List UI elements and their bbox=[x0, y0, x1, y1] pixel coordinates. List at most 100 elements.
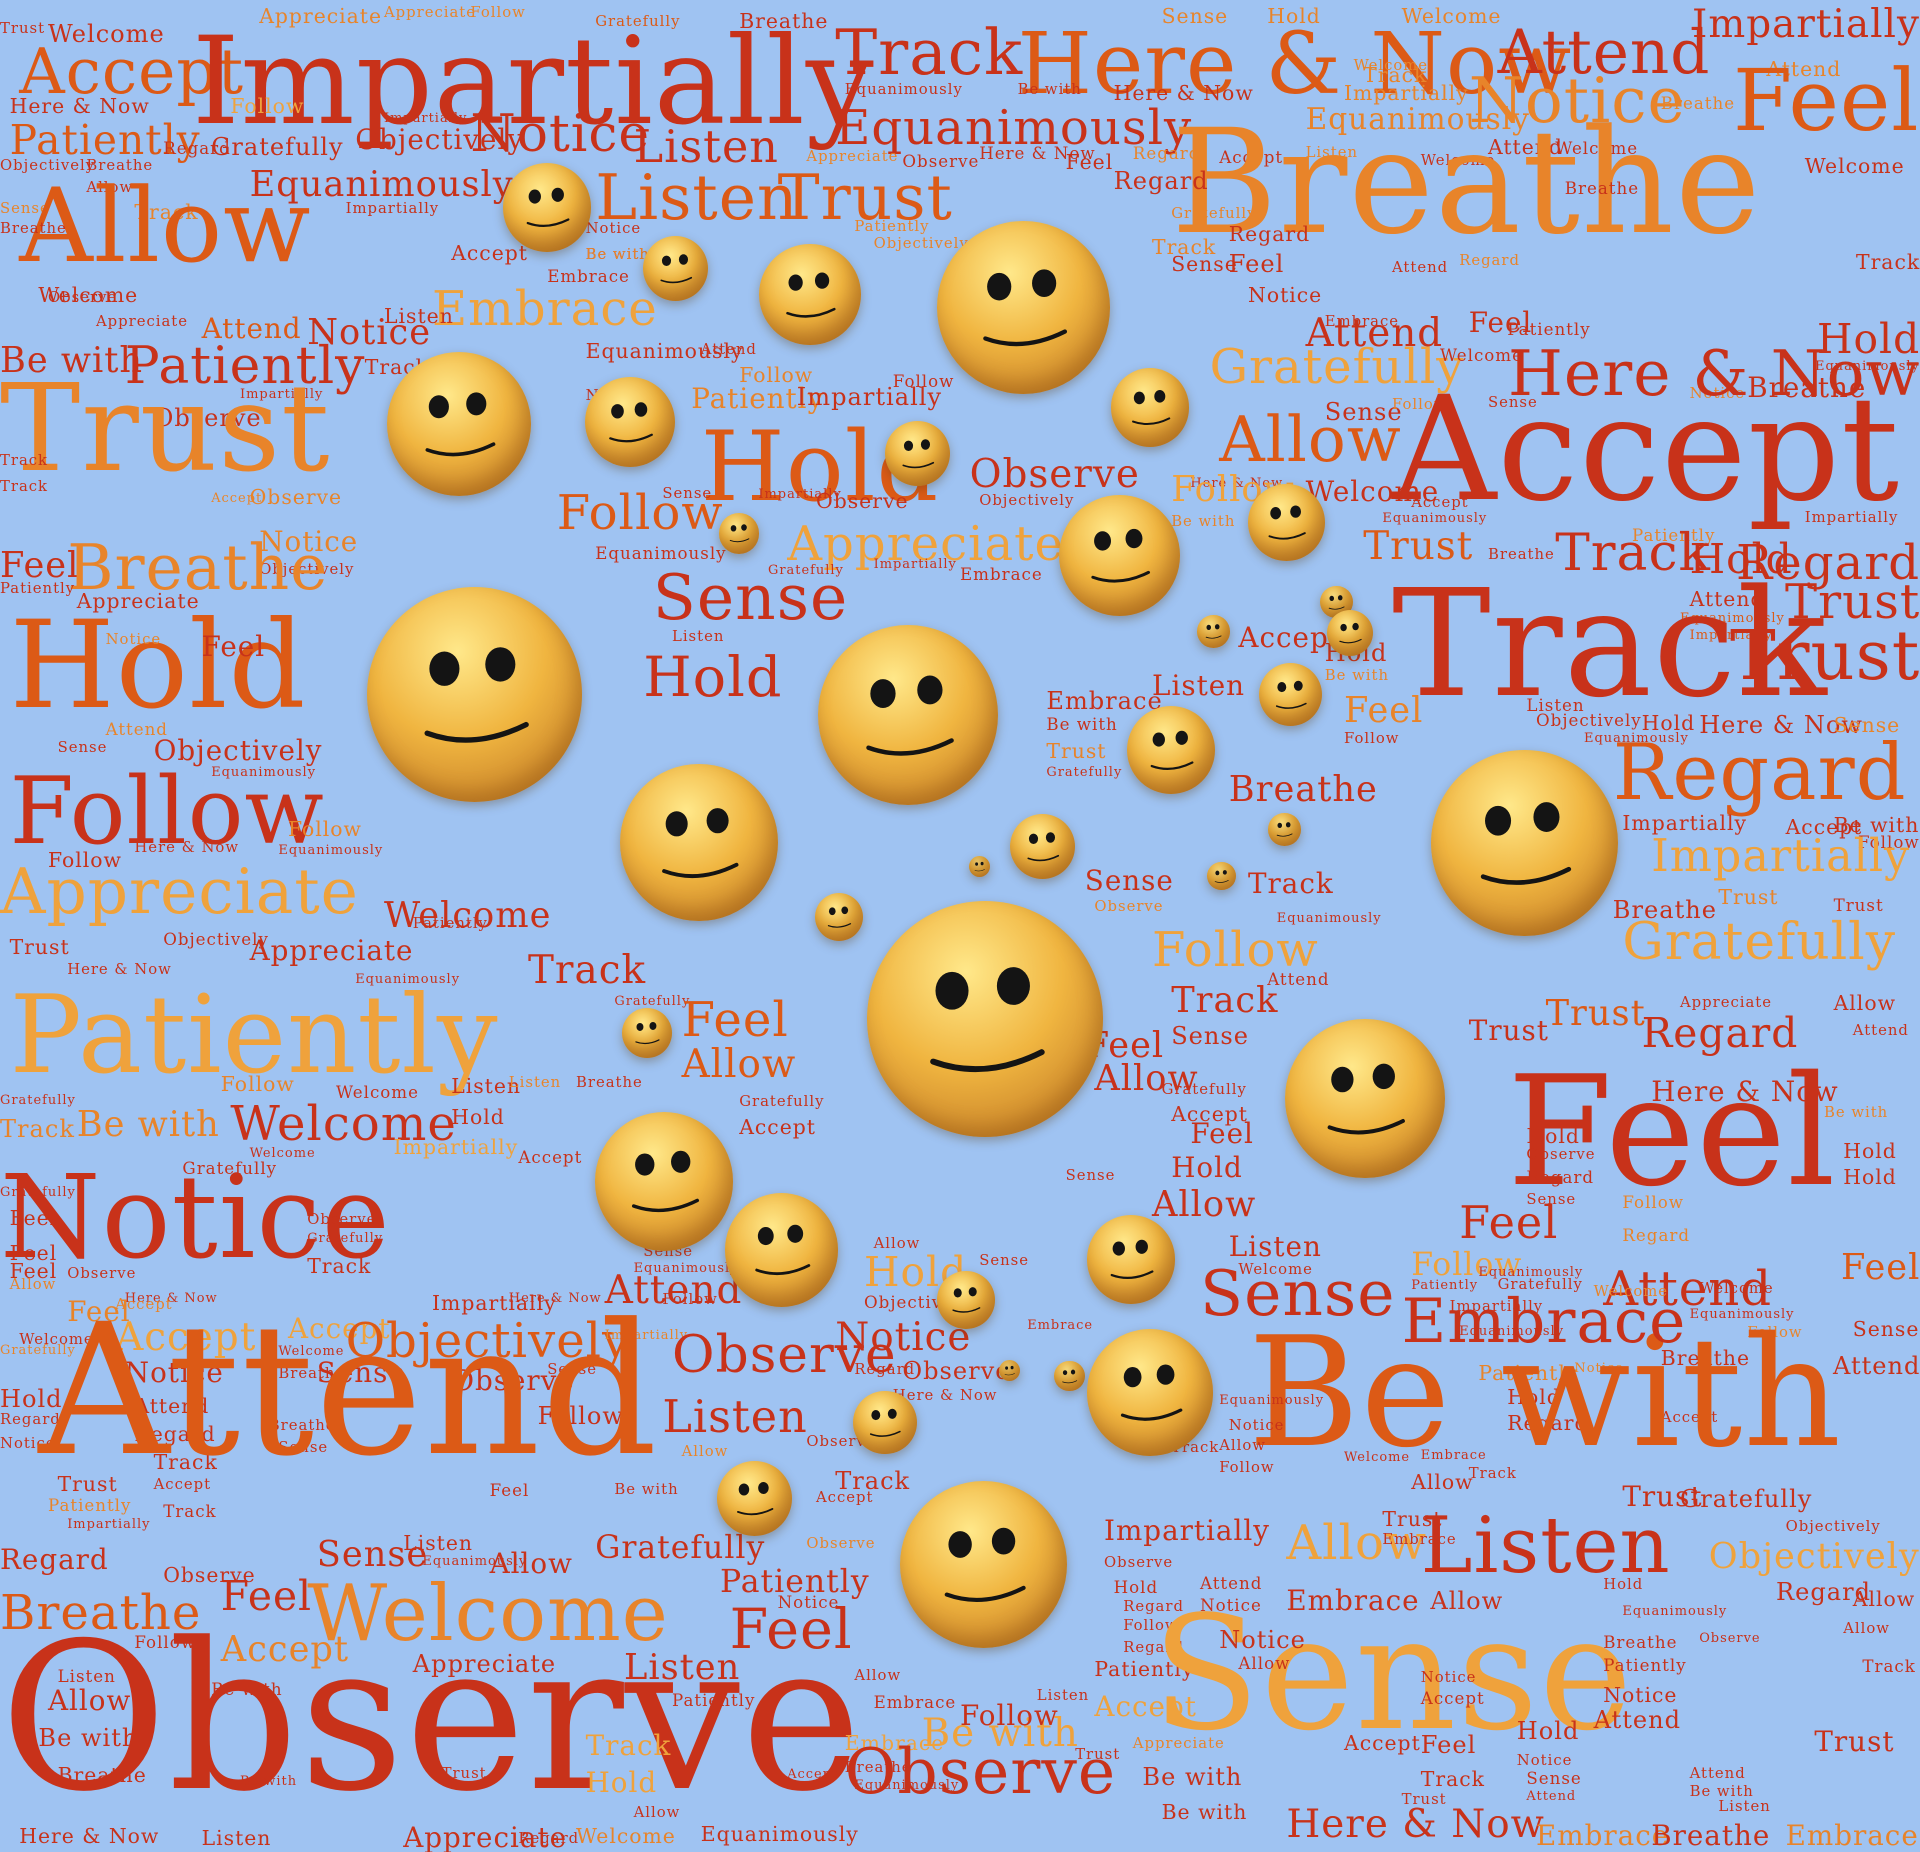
smiley-face-icon bbox=[885, 421, 951, 487]
word-accept: Accept bbox=[1171, 1101, 1248, 1126]
word-observe: Observe bbox=[902, 151, 980, 171]
word-equanimously: Equanimously bbox=[1622, 1603, 1728, 1619]
smile-mouth bbox=[425, 442, 496, 457]
word-follow: Follow bbox=[662, 1290, 718, 1308]
word-welcome: Welcome bbox=[384, 895, 552, 937]
word-accept: Accept bbox=[451, 240, 528, 265]
smile-mouth bbox=[974, 869, 985, 872]
word-sense: Sense bbox=[1833, 712, 1901, 737]
word-listen: Listen bbox=[624, 1647, 741, 1689]
right-eye bbox=[551, 187, 564, 203]
word-notice: Notice bbox=[777, 1592, 840, 1612]
word-feel: Feel bbox=[489, 1481, 530, 1501]
smiley-face-features bbox=[1091, 528, 1150, 583]
word-trust: Trust bbox=[0, 358, 331, 499]
word-sense: Sense bbox=[1526, 1190, 1577, 1208]
smile-mouth bbox=[1131, 417, 1170, 426]
word-gratefully: Gratefully bbox=[739, 1092, 825, 1110]
word-attend: Attend bbox=[1603, 1260, 1773, 1317]
word-be-with: Be with bbox=[1824, 1103, 1889, 1121]
smile-mouth bbox=[786, 307, 836, 318]
word-attend: Attend bbox=[201, 311, 302, 345]
smiley-face-features bbox=[786, 272, 836, 318]
word-feel: Feel bbox=[67, 1295, 131, 1329]
word-embrace: Embrace bbox=[1286, 1584, 1420, 1618]
right-eye bbox=[996, 966, 1030, 1005]
word-notice: Notice bbox=[124, 1356, 224, 1390]
word-equanimously: Equanimously bbox=[1382, 511, 1488, 526]
word-sense: Sense bbox=[316, 1534, 429, 1576]
right-eye bbox=[1154, 390, 1166, 403]
word-gratefully: Gratefully bbox=[768, 562, 844, 578]
word-notice: Notice bbox=[259, 524, 359, 558]
word-embrace: Embrace bbox=[1046, 686, 1163, 715]
word-be-with: Be with bbox=[585, 246, 650, 264]
word-follow: Follow bbox=[1219, 1459, 1275, 1477]
smiley-face-features bbox=[902, 439, 935, 469]
word-appreciate: Appreciate bbox=[76, 588, 200, 613]
word-accept: Accept bbox=[1411, 494, 1469, 512]
word-impartially: Impartially bbox=[384, 110, 468, 126]
word-attend: Attend bbox=[1689, 1764, 1746, 1782]
smiley-face-icon bbox=[866, 900, 1104, 1137]
word-impartially: Impartially bbox=[432, 1290, 557, 1315]
word-objectively: Objectively bbox=[873, 235, 969, 253]
word-equanimously: Equanimously bbox=[1478, 1264, 1584, 1280]
word-observe: Observe bbox=[163, 1562, 256, 1587]
word-attend: Attend bbox=[38, 1285, 659, 1497]
word-accept: Accept bbox=[1420, 1688, 1485, 1708]
word-hold: Hold bbox=[1689, 534, 1793, 583]
smile-mouth bbox=[662, 862, 739, 878]
word-be-with: Be with bbox=[614, 1481, 679, 1499]
smiley-face-icon bbox=[386, 352, 531, 497]
smiley-face-icon bbox=[1285, 1018, 1445, 1178]
word-trust: Trust bbox=[0, 20, 46, 38]
smiley-face-icon bbox=[936, 221, 1110, 394]
left-eye bbox=[635, 1153, 655, 1177]
left-eye bbox=[1277, 823, 1283, 829]
word-trust: Trust bbox=[1046, 738, 1107, 763]
word-accept: Accept bbox=[1785, 814, 1863, 839]
word-observe: Observe bbox=[672, 1324, 897, 1385]
word-patiently: Patiently bbox=[1603, 1655, 1687, 1675]
right-eye bbox=[1175, 730, 1188, 745]
word-allow: Allow bbox=[86, 179, 134, 197]
word-trust: Trust bbox=[1075, 1746, 1121, 1764]
word-patiently: Patiently bbox=[48, 1496, 132, 1516]
smiley-face-features bbox=[1328, 1063, 1406, 1134]
word-accept: Accept bbox=[739, 1114, 816, 1139]
word-objectively: Objectively bbox=[1785, 1518, 1881, 1536]
smiley-face-features bbox=[1205, 624, 1222, 639]
word-be-with: Be with bbox=[38, 1724, 139, 1753]
right-eye bbox=[671, 1151, 691, 1174]
left-eye bbox=[1331, 1066, 1354, 1092]
word-impartially: Impartially bbox=[758, 486, 842, 502]
word-impartially: Impartially bbox=[240, 386, 324, 402]
word-appreciate: Appreciate bbox=[806, 148, 899, 165]
word-here-now: Here & Now bbox=[1508, 336, 1920, 410]
word-feel: Feel bbox=[1190, 1117, 1254, 1151]
word-equanimously: Equanimously bbox=[1276, 911, 1382, 927]
smile-mouth bbox=[1339, 639, 1362, 644]
word-objectively: Objectively bbox=[355, 122, 525, 156]
word-gratefully: Gratefully bbox=[1171, 205, 1257, 223]
word-impartially: Impartially bbox=[1689, 627, 1773, 643]
word-welcome: Welcome bbox=[1401, 3, 1502, 28]
word-notice: Notice bbox=[835, 1314, 972, 1360]
smiley-face-features bbox=[1214, 869, 1229, 883]
word-observe: Observe bbox=[902, 1357, 1011, 1386]
right-eye bbox=[1222, 869, 1227, 875]
smile-mouth bbox=[632, 1199, 700, 1213]
smiley-face-icon bbox=[968, 856, 990, 878]
right-eye bbox=[1070, 1369, 1076, 1375]
word-track: Track bbox=[163, 1501, 217, 1521]
word-notice: Notice bbox=[1420, 1668, 1477, 1686]
word-listen: Listen bbox=[1036, 1687, 1090, 1705]
word-observe: Observe bbox=[249, 485, 343, 510]
word-sense: Sense bbox=[1526, 1768, 1582, 1788]
word-follow: Follow bbox=[9, 756, 325, 865]
word-hold: Hold bbox=[585, 1765, 658, 1799]
word-welcome: Welcome bbox=[1699, 1279, 1774, 1297]
